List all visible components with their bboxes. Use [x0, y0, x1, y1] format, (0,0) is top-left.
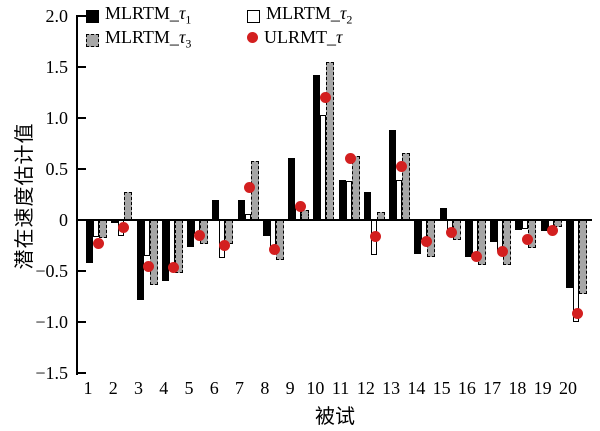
bar-MLRTM_τ3-subject-20 [578, 220, 587, 295]
bar-MLRTM_τ1-subject-13 [389, 130, 397, 220]
bar-MLRTM_τ1-subject-18 [515, 220, 523, 231]
bar-MLRTM_τ1-subject-1 [86, 220, 93, 263]
y-tick-mark [78, 117, 86, 119]
bar-MLRTM_τ3-subject-11 [351, 155, 360, 220]
legend-item-mlrtm_τ2: MLRTM_τ2 [247, 4, 352, 29]
dot-ULRMT_τ-subject-16 [471, 251, 483, 263]
bar-MLRTM_τ1-subject-20 [565, 220, 573, 289]
dot-ULRMT_τ-subject-11 [345, 153, 357, 165]
y-tick-label: −1.0 [35, 312, 68, 332]
legend-label: MLRTM_τ2 [266, 3, 353, 27]
dot-ULRMT_τ-subject-18 [521, 233, 533, 245]
legend-label: ULRMT_τ [264, 27, 343, 47]
dot-ULRMT_τ-subject-4 [168, 262, 180, 274]
bar-MLRTM_τ1-subject-8 [262, 220, 270, 237]
x-tick-label: 15 [432, 378, 451, 398]
x-tick-label: 3 [134, 378, 144, 398]
dot-ULRMT_τ-subject-5 [193, 229, 205, 241]
gray-dashed-square-icon [86, 33, 99, 47]
bar-MLRTM_τ3-subject-10 [326, 61, 335, 220]
y-tick-mark [78, 66, 86, 68]
y-tick-mark [78, 168, 86, 170]
bar-MLRTM_τ3-subject-1 [99, 220, 107, 239]
x-tick-label: 12 [356, 378, 375, 398]
dot-ULRMT_τ-subject-12 [370, 230, 382, 242]
bar-MLRTM_τ1-subject-15 [439, 207, 447, 220]
dot-ULRMT_τ-subject-20 [572, 308, 584, 320]
dot-ULRMT_τ-subject-14 [420, 235, 432, 247]
zero-baseline [78, 219, 592, 221]
x-tick-label: 5 [184, 378, 194, 398]
y-tick-mark [78, 372, 86, 374]
bar-MLRTM_τ1-subject-11 [338, 180, 346, 220]
bar-MLRTM_τ3-subject-17 [503, 220, 512, 265]
y-tick-mark [78, 15, 86, 17]
x-tick-label: 16 [457, 378, 476, 398]
y-tick-mark [78, 270, 86, 272]
legend-item-mlrtm_τ3: MLRTM_τ3 [86, 28, 191, 53]
legend-label: MLRTM_τ3 [105, 27, 192, 51]
x-tick-label: 9 [285, 378, 295, 398]
dot-ULRMT_τ-subject-8 [269, 244, 281, 256]
legend-label: MLRTM_τ1 [105, 3, 192, 27]
bar-MLRTM_τ3-subject-3 [149, 220, 158, 286]
x-tick-label: 18 [508, 378, 527, 398]
legend-item-mlrtm_τ1: MLRTM_τ1 [86, 4, 191, 29]
y-tick-label: 1.5 [45, 57, 69, 77]
y-tick-label: −1.5 [35, 363, 68, 383]
white-square-icon [247, 9, 260, 23]
legend-item-ulrmt_τ: ULRMT_τ [247, 28, 342, 46]
bar-MLRTM_τ1-subject-19 [540, 220, 548, 232]
red-circle-icon [247, 31, 258, 43]
x-axis-title: 被试 [315, 406, 355, 428]
x-tick-label: 10 [306, 378, 325, 398]
y-tick-label: 2.0 [45, 6, 69, 26]
dot-ULRMT_τ-subject-10 [319, 92, 331, 104]
bar-MLRTM_τ1-subject-4 [161, 220, 169, 282]
dot-ULRMT_τ-subject-15 [446, 226, 458, 238]
x-tick-label: 1 [83, 378, 93, 398]
x-tick-label: 2 [108, 378, 118, 398]
bar-MLRTM_τ1-subject-17 [490, 220, 498, 243]
bar-MLRTM_τ1-subject-16 [464, 220, 472, 257]
x-tick-label: 8 [260, 378, 270, 398]
y-tick-mark [78, 321, 86, 323]
y-axis-line [76, 15, 78, 375]
bar-MLRTM_τ1-subject-9 [288, 157, 296, 220]
x-tick-label: 13 [382, 378, 401, 398]
dot-ULRMT_τ-subject-7 [244, 181, 256, 193]
y-tick-label: −0.5 [35, 261, 68, 281]
dot-ULRMT_τ-subject-19 [547, 224, 559, 236]
y-tick-label: 0.5 [45, 159, 69, 179]
dot-ULRMT_τ-subject-2 [117, 221, 129, 233]
bar-MLRTM_τ1-subject-2 [111, 220, 119, 224]
bar-MLRTM_τ1-subject-14 [414, 220, 422, 254]
x-tick-label: 7 [235, 378, 245, 398]
bar-MLRTM_τ1-subject-12 [363, 192, 371, 220]
y-tick-label: 0 [59, 210, 68, 230]
x-tick-label: 20 [558, 378, 577, 398]
dot-ULRMT_τ-subject-13 [395, 161, 407, 173]
dot-ULRMT_τ-subject-1 [92, 237, 104, 249]
x-tick-label: 6 [209, 378, 219, 398]
black-square-icon [86, 9, 99, 23]
x-tick-label: 14 [407, 378, 426, 398]
bar-MLRTM_τ1-subject-7 [237, 199, 245, 220]
x-tick-label: 19 [533, 378, 552, 398]
x-tick-label: 17 [483, 378, 502, 398]
bar-MLRTM_τ1-subject-5 [187, 220, 195, 247]
bar-MLRTM_τ1-subject-3 [136, 220, 144, 300]
bar-MLRTM_τ3-subject-2 [124, 192, 133, 220]
dot-ULRMT_τ-subject-17 [496, 246, 508, 258]
dot-ULRMT_τ-subject-9 [294, 201, 306, 213]
bar-MLRTM_τ1-subject-6 [212, 199, 220, 220]
x-tick-label: 11 [331, 378, 350, 398]
dot-ULRMT_τ-subject-3 [143, 261, 155, 273]
bar-MLRTM_τ1-subject-10 [313, 75, 321, 220]
dot-ULRMT_τ-subject-6 [218, 240, 230, 251]
y-tick-label: 1.0 [45, 108, 69, 128]
x-tick-label: 4 [159, 378, 169, 398]
